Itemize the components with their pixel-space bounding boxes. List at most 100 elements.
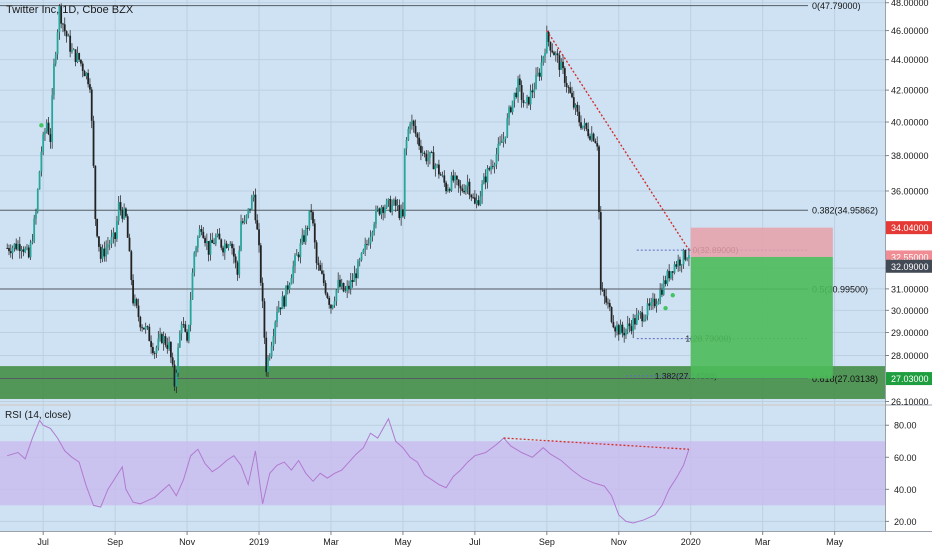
time-tick-label: 2019 (249, 537, 269, 547)
candle-body (139, 317, 142, 328)
candle-body (160, 334, 163, 344)
candle-body (11, 247, 14, 254)
candle-body (500, 141, 503, 143)
candle-body (544, 53, 546, 57)
candle-body (349, 280, 352, 289)
candle-body (268, 356, 271, 358)
candle-body (301, 235, 304, 244)
candle-body (162, 336, 165, 344)
candle-body (484, 176, 487, 183)
candle-body (6, 247, 9, 249)
candle-body (376, 208, 379, 210)
candle-body (8, 248, 10, 252)
candle-body (637, 313, 640, 316)
candle-body (67, 35, 70, 37)
candle-body (626, 323, 629, 330)
candle-body (616, 325, 618, 332)
candle-body (545, 31, 548, 54)
time-tick-label: Sep (539, 537, 555, 547)
candle-body (130, 251, 133, 281)
candle-body (340, 283, 343, 287)
candle-body (679, 259, 681, 266)
candle-body (576, 104, 579, 112)
candle-body (134, 299, 136, 304)
candle-body (402, 209, 404, 217)
trend-line[interactable] (546, 30, 690, 251)
candle-body (220, 239, 223, 248)
candle-body (254, 194, 257, 221)
candle-body (387, 198, 390, 201)
candle-body (531, 90, 534, 93)
time-tick-label: Jul (469, 537, 481, 547)
candle-body (472, 197, 474, 199)
candle-body (72, 49, 75, 51)
candle-body (366, 244, 368, 245)
rsi-divergence-line[interactable] (503, 437, 689, 450)
candle-body (241, 221, 244, 223)
time-tick-label: Jul (37, 537, 49, 547)
candle-body (371, 232, 374, 237)
candle-body (527, 96, 530, 105)
candle-body (342, 283, 345, 292)
candle-body (348, 285, 350, 289)
rsi-tick-label: 60.00 (894, 453, 917, 463)
candle-body (556, 53, 559, 56)
candle-body (128, 237, 131, 252)
candle-body (536, 72, 539, 75)
fib-level-label: 0(47.79000) (812, 1, 861, 11)
candle-body (283, 296, 286, 307)
candle-body (121, 209, 124, 219)
candle-body (110, 236, 113, 244)
candle-body (274, 322, 277, 337)
candle-body (89, 84, 91, 90)
candle-body (583, 123, 586, 126)
candle-body (155, 347, 158, 354)
candle-body (581, 125, 584, 129)
candle-body (589, 136, 591, 140)
candle-body (116, 220, 118, 239)
price-tick-label: 38.00000 (891, 151, 929, 161)
candle-body (574, 104, 577, 108)
candle-body (441, 175, 444, 177)
candle-body (443, 175, 446, 183)
candle-body (272, 336, 275, 346)
candle-body (144, 326, 147, 330)
candle-body (497, 143, 500, 155)
time-axis[interactable]: Jul Sep Nov 2019 Mar May Jul Sep Nov 2020 Mar May (37, 531, 844, 547)
profit-target-zone[interactable] (690, 256, 833, 379)
stop-loss-zone[interactable] (690, 227, 833, 257)
candle-body (295, 254, 298, 256)
candle-body (114, 232, 117, 239)
candle-body (421, 152, 424, 154)
candle-body (655, 304, 658, 307)
time-tick-label: 2020 (681, 537, 701, 547)
candle-body (572, 97, 575, 108)
candle-body (450, 175, 453, 191)
candle-body (306, 228, 309, 229)
candle-body (292, 266, 295, 279)
candle-body (47, 122, 50, 135)
price-tick-label: 48.00000 (891, 0, 929, 8)
candle-body (277, 307, 280, 312)
candle-body (58, 6, 61, 33)
candle-body (346, 285, 349, 292)
candle-body (322, 273, 325, 284)
candle-body (103, 248, 106, 257)
candle-body (151, 347, 154, 354)
candle-body (196, 237, 199, 248)
candle-body (263, 301, 266, 338)
candle-body (617, 325, 620, 335)
candle-body (328, 297, 331, 305)
candle-body (429, 152, 431, 158)
candle-body (159, 334, 161, 339)
rsi-axis[interactable]: 80.00 60.00 40.00 20.00 (885, 421, 917, 527)
short-position[interactable] (690, 227, 833, 379)
candle-body (312, 212, 314, 224)
candle-body (96, 218, 99, 237)
candle-body (488, 168, 491, 170)
candle-body (398, 205, 401, 219)
price-badge (886, 221, 932, 235)
candle-body (177, 347, 179, 373)
